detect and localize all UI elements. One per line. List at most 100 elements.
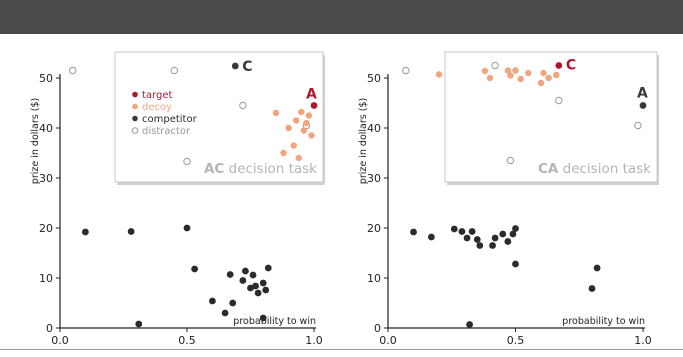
y-axis-label: prize in dollars ($): [30, 98, 41, 184]
competitor-highlight-point: [639, 102, 647, 109]
decoy-point: [298, 108, 305, 116]
y-tick-label: 30: [39, 172, 53, 185]
x-tick-label: 0.5: [178, 334, 196, 347]
bottom-rule: [0, 349, 683, 350]
target-marker: A: [306, 87, 317, 103]
legend-label-target: target: [142, 90, 172, 101]
y-tick-label: 50: [39, 72, 53, 85]
competitor-point: [229, 299, 237, 307]
task-text: decision task: [224, 161, 317, 177]
decoy-point: [481, 67, 489, 75]
competitor-point: [410, 228, 417, 236]
competitor-point: [463, 234, 471, 242]
y-tick-label: 30: [367, 172, 381, 185]
decoy-point: [293, 117, 300, 124]
competitor-point: [491, 234, 499, 242]
x-tick-label: 1.0: [305, 334, 323, 347]
distractor-point: [402, 66, 410, 75]
decoy-point: [300, 127, 308, 134]
competitor-point: [593, 264, 601, 272]
competitor-point: [221, 309, 229, 317]
distractor-point: [506, 156, 515, 165]
decoy-point: [553, 71, 560, 79]
decoy-point: [537, 79, 545, 87]
distractor-point: [183, 157, 191, 166]
competitor-point: [473, 236, 481, 243]
decoy-point: [525, 69, 532, 77]
legend-label-decoy: decoy: [142, 102, 172, 113]
decoy-point: [272, 109, 280, 117]
task-letters: AC: [204, 161, 224, 177]
decoy-point: [290, 142, 297, 149]
task-letters: CA: [538, 161, 559, 177]
inset-box: [444, 51, 658, 183]
competitor-marker: A: [637, 86, 648, 102]
y-tick-label: 20: [367, 222, 381, 235]
y-tick-label: 40: [39, 122, 53, 135]
decoy-point: [517, 75, 524, 83]
competitor-point: [259, 279, 267, 287]
competitor-point: [127, 228, 135, 235]
decoy-point: [540, 69, 547, 77]
decoy-point: [285, 124, 292, 132]
distractor-point: [634, 121, 642, 130]
competitor-point: [509, 230, 517, 238]
decoy-point: [512, 67, 519, 74]
competitor-point: [82, 228, 89, 236]
decoy-point: [435, 71, 443, 78]
target-point: [555, 62, 563, 69]
x-tick-label: 0.5: [507, 334, 525, 347]
legend-swatch-target: [132, 91, 138, 98]
y-tick-label: 40: [367, 122, 381, 135]
target-marker: C: [566, 58, 576, 74]
competitor-point: [259, 314, 267, 322]
competitor-point: [254, 289, 262, 297]
competitor-point: [588, 285, 596, 292]
competitor-point: [135, 320, 143, 328]
competitor-point: [512, 225, 519, 232]
distractor-point: [170, 66, 179, 75]
decoy-point: [305, 112, 313, 119]
y-tick-label: 20: [39, 222, 53, 235]
y-tick-label: 10: [367, 272, 381, 285]
competitor-point: [249, 271, 257, 279]
y-tick-label: 0: [46, 322, 53, 335]
competitor-point: [466, 321, 473, 328]
competitor-point: [262, 286, 270, 294]
competitor-point: [468, 228, 476, 235]
legend-label-competitor: competitor: [142, 114, 198, 125]
decoy-point: [308, 132, 315, 139]
decoy-point: [507, 72, 514, 79]
x-tick-label: 0.0: [379, 334, 397, 347]
competitor-point: [499, 230, 507, 238]
competitor-highlight-point: [231, 62, 239, 70]
x-tick-label: 0.0: [51, 334, 69, 347]
decoy-point: [486, 74, 494, 82]
legend-swatch-decoy: [132, 103, 138, 110]
decoy-point: [504, 67, 512, 74]
legend-swatch-competitor: [132, 115, 138, 122]
scatter-panel-1: 0 10 20 30 40 50 0.0 0.5 1.0 probability to win pr…: [30, 72, 323, 347]
competitor-point: [191, 265, 199, 273]
target-point: [310, 102, 318, 109]
competitor-point: [242, 267, 249, 275]
competitor-marker: C: [242, 59, 252, 75]
decoy-point: [280, 149, 287, 157]
distractor-point: [491, 61, 499, 70]
distractor-point: [239, 101, 247, 110]
y-tick-label: 50: [367, 72, 381, 85]
y-tick-label: 10: [39, 272, 53, 285]
competitor-point: [489, 242, 496, 249]
header-bar: [0, 0, 683, 34]
x-axis-label: probability to win: [562, 316, 645, 327]
inset-box: [114, 51, 324, 183]
competitor-point: [183, 224, 191, 232]
decoy-point: [545, 74, 552, 82]
y-axis-label: prize in dollars ($): [358, 98, 369, 184]
competitor-point: [450, 225, 458, 233]
distractor-point: [69, 66, 77, 75]
